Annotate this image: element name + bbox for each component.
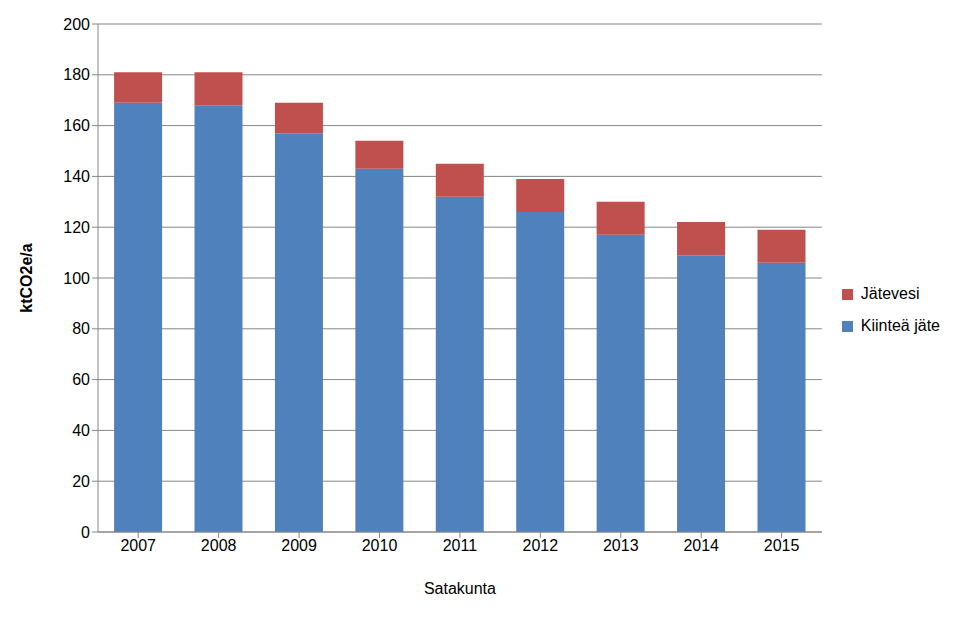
svg-text:120: 120 xyxy=(63,219,90,236)
svg-text:80: 80 xyxy=(72,320,90,337)
svg-text:60: 60 xyxy=(72,371,90,388)
svg-text:0: 0 xyxy=(81,524,90,541)
html-text:Kiinteä jäte: Kiinteä jäte xyxy=(860,317,940,334)
svg-text:200: 200 xyxy=(63,16,90,33)
svg-text:2014: 2014 xyxy=(683,537,719,554)
svg-text:40: 40 xyxy=(72,422,90,439)
svg-text:2007: 2007 xyxy=(120,537,156,554)
svg-text:ktCO2e/a: ktCO2e/a xyxy=(18,243,35,312)
svg-text:160: 160 xyxy=(63,117,90,134)
svg-text:Satakunta: Satakunta xyxy=(424,580,496,597)
svg-text:2008: 2008 xyxy=(201,537,237,554)
svg-text:2012: 2012 xyxy=(523,537,559,554)
svg-text:180: 180 xyxy=(63,66,90,83)
svg-text:2009: 2009 xyxy=(281,537,317,554)
svg-text:2011: 2011 xyxy=(443,537,478,554)
svg-text:100: 100 xyxy=(63,270,90,287)
svg-text:140: 140 xyxy=(63,168,90,185)
svg-text:2015: 2015 xyxy=(764,537,800,554)
svg-text:2013: 2013 xyxy=(603,537,639,554)
svg-text:20: 20 xyxy=(72,473,90,490)
html-text:Jätevesi: Jätevesi xyxy=(860,285,920,302)
svg-text:2010: 2010 xyxy=(362,537,398,554)
